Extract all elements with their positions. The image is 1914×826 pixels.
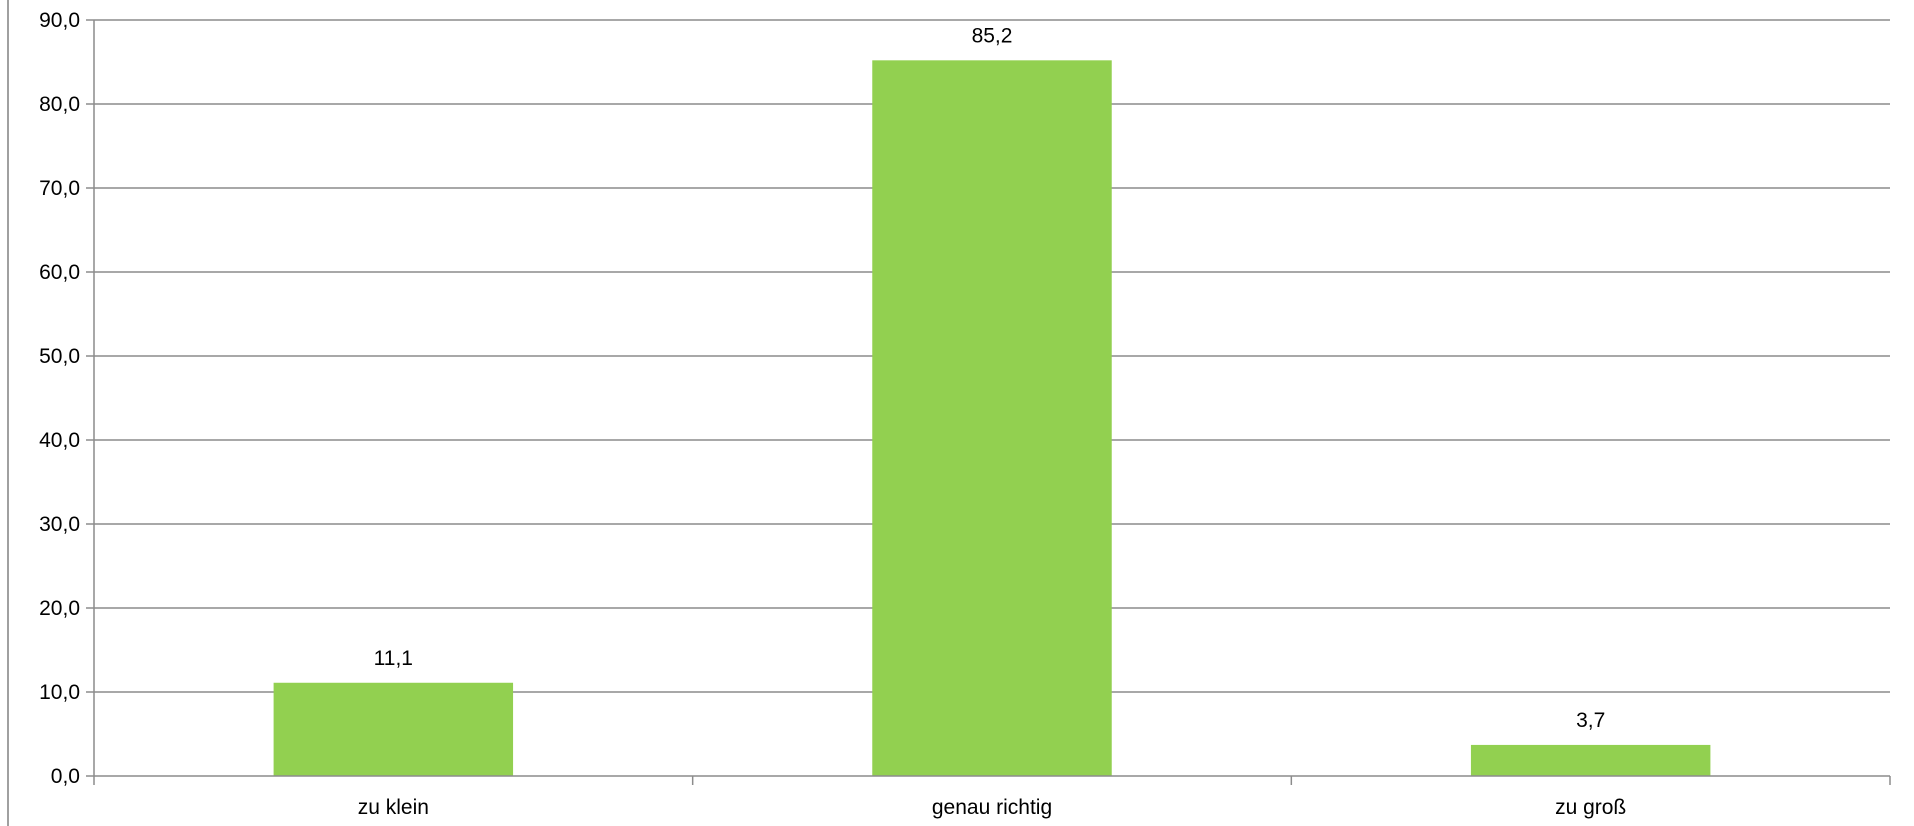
labels: 0,0 10,0 20,0 30,0 40,0 50,0 60,0 70,0 80,0 90,0 1… (39, 9, 1626, 819)
y-tick-label: 20,0 (39, 597, 80, 620)
y-tick-label: 10,0 (39, 681, 80, 704)
y-tick-label: 50,0 (39, 345, 80, 368)
x-category-label: zu groß (1555, 796, 1626, 819)
x-category-label: genau richtig (932, 796, 1052, 819)
data-label: 11,1 (374, 647, 413, 670)
y-tick-label: 60,0 (39, 261, 80, 284)
y-tick-label: 30,0 (39, 513, 80, 536)
y-tick-label: 0,0 (51, 765, 80, 788)
bar (273, 682, 514, 776)
axes (86, 19, 1891, 785)
y-tick-label: 40,0 (39, 429, 80, 452)
bar (872, 60, 1112, 776)
data-label: 85,2 (972, 24, 1013, 47)
y-tick-label: 80,0 (39, 93, 80, 116)
bar (1470, 744, 1711, 776)
y-tick-label: 90,0 (39, 9, 80, 32)
y-tick-label: 70,0 (39, 177, 80, 200)
x-category-label: zu klein (358, 796, 429, 819)
bars (273, 60, 1711, 776)
data-label: 3,7 (1576, 709, 1605, 732)
